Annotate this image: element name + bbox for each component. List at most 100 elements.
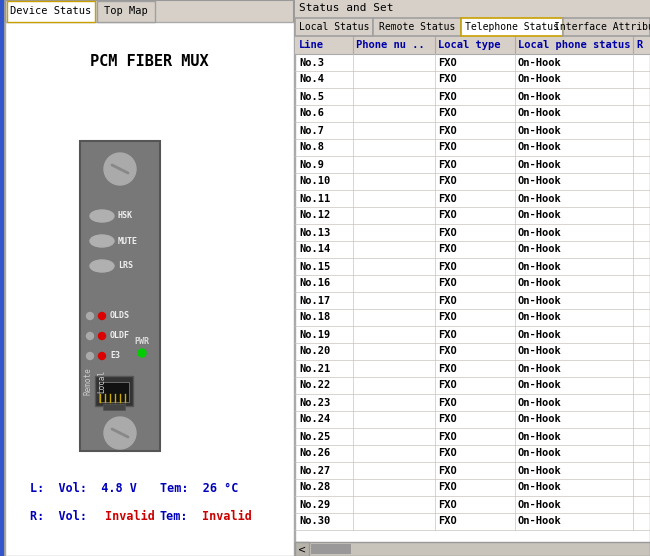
Text: Line: Line bbox=[299, 40, 324, 50]
Text: On-Hook: On-Hook bbox=[518, 75, 562, 85]
Text: FXO: FXO bbox=[438, 465, 457, 475]
Text: On-Hook: On-Hook bbox=[518, 126, 562, 136]
Text: FXO: FXO bbox=[438, 346, 457, 356]
Text: No.27: No.27 bbox=[299, 465, 330, 475]
Text: No.21: No.21 bbox=[299, 364, 330, 374]
Bar bbox=[97, 1, 155, 22]
Text: On-Hook: On-Hook bbox=[518, 211, 562, 221]
Text: No.11: No.11 bbox=[299, 193, 330, 203]
Text: FXO: FXO bbox=[438, 415, 457, 424]
Text: PCM FIBER MUX: PCM FIBER MUX bbox=[90, 54, 209, 70]
Bar bbox=[80, 141, 160, 451]
Text: LRS: LRS bbox=[118, 261, 133, 271]
Text: FXO: FXO bbox=[438, 431, 457, 441]
Text: No.8: No.8 bbox=[299, 142, 324, 152]
Text: No.20: No.20 bbox=[299, 346, 330, 356]
Text: On-Hook: On-Hook bbox=[518, 108, 562, 118]
Text: Tem:: Tem: bbox=[160, 509, 188, 523]
Text: FXO: FXO bbox=[438, 380, 457, 390]
Bar bbox=[295, 18, 373, 36]
Text: On-Hook: On-Hook bbox=[518, 193, 562, 203]
Bar bbox=[461, 18, 563, 36]
Bar bbox=[7, 1, 95, 22]
Text: FXO: FXO bbox=[438, 364, 457, 374]
Text: On-Hook: On-Hook bbox=[518, 330, 562, 340]
Text: FXO: FXO bbox=[438, 245, 457, 255]
Circle shape bbox=[86, 312, 94, 320]
Text: On-Hook: On-Hook bbox=[518, 160, 562, 170]
Text: Interface Attribut: Interface Attribut bbox=[554, 22, 650, 32]
Text: On-Hook: On-Hook bbox=[518, 449, 562, 459]
Bar bbox=[295, 0, 650, 556]
Text: On-Hook: On-Hook bbox=[518, 312, 562, 322]
Circle shape bbox=[138, 349, 146, 357]
Bar bbox=[0, 0, 5, 556]
Text: FXO: FXO bbox=[438, 483, 457, 493]
Text: Phone nu ..: Phone nu .. bbox=[356, 40, 424, 50]
Text: Local: Local bbox=[98, 369, 107, 393]
Bar bbox=[311, 544, 351, 554]
Text: No.7: No.7 bbox=[299, 126, 324, 136]
Text: On-Hook: On-Hook bbox=[518, 346, 562, 356]
Text: R: R bbox=[636, 40, 642, 50]
Text: No.15: No.15 bbox=[299, 261, 330, 271]
Text: No.3: No.3 bbox=[299, 57, 324, 67]
Text: R:  Vol:: R: Vol: bbox=[30, 509, 87, 523]
Text: Remote Status: Remote Status bbox=[379, 22, 455, 32]
Bar bbox=[99, 382, 129, 402]
Text: Device Status: Device Status bbox=[10, 6, 92, 16]
Text: No.29: No.29 bbox=[299, 499, 330, 509]
Circle shape bbox=[99, 353, 105, 360]
Text: No.10: No.10 bbox=[299, 176, 330, 186]
Text: On-Hook: On-Hook bbox=[518, 499, 562, 509]
Text: Status and Set: Status and Set bbox=[299, 3, 393, 13]
Text: On-Hook: On-Hook bbox=[518, 431, 562, 441]
Bar bbox=[295, 542, 309, 556]
Text: On-Hook: On-Hook bbox=[518, 517, 562, 527]
Text: On-Hook: On-Hook bbox=[518, 92, 562, 102]
Text: FXO: FXO bbox=[438, 261, 457, 271]
Text: FXO: FXO bbox=[438, 398, 457, 408]
Ellipse shape bbox=[90, 235, 114, 247]
Text: MUTE: MUTE bbox=[118, 236, 138, 246]
Text: On-Hook: On-Hook bbox=[518, 279, 562, 289]
Text: On-Hook: On-Hook bbox=[518, 415, 562, 424]
Text: FXO: FXO bbox=[438, 108, 457, 118]
Text: FXO: FXO bbox=[438, 176, 457, 186]
Text: FXO: FXO bbox=[438, 517, 457, 527]
Bar bbox=[103, 404, 125, 410]
Text: <: < bbox=[298, 544, 306, 554]
Text: FXO: FXO bbox=[438, 57, 457, 67]
Text: On-Hook: On-Hook bbox=[518, 245, 562, 255]
Text: No.12: No.12 bbox=[299, 211, 330, 221]
Text: Tem:  26 °C: Tem: 26 °C bbox=[160, 481, 239, 494]
Text: No.30: No.30 bbox=[299, 517, 330, 527]
Bar bbox=[5, 0, 294, 556]
Ellipse shape bbox=[90, 260, 114, 272]
Circle shape bbox=[99, 332, 105, 340]
Text: FXO: FXO bbox=[438, 193, 457, 203]
Text: Invalid: Invalid bbox=[202, 509, 252, 523]
Bar bbox=[295, 36, 650, 54]
Bar bbox=[563, 18, 650, 36]
Circle shape bbox=[86, 353, 94, 360]
Circle shape bbox=[99, 312, 105, 320]
Text: No.19: No.19 bbox=[299, 330, 330, 340]
Circle shape bbox=[104, 153, 136, 185]
Text: On-Hook: On-Hook bbox=[518, 465, 562, 475]
Text: FXO: FXO bbox=[438, 449, 457, 459]
Text: FXO: FXO bbox=[438, 92, 457, 102]
Ellipse shape bbox=[90, 210, 114, 222]
Text: Top Map: Top Map bbox=[104, 6, 148, 16]
Text: FXO: FXO bbox=[438, 75, 457, 85]
Text: FXO: FXO bbox=[438, 160, 457, 170]
Text: Local Status: Local Status bbox=[299, 22, 369, 32]
Text: On-Hook: On-Hook bbox=[518, 398, 562, 408]
Text: FXO: FXO bbox=[438, 330, 457, 340]
Text: FXO: FXO bbox=[438, 499, 457, 509]
Text: FXO: FXO bbox=[438, 312, 457, 322]
Circle shape bbox=[86, 332, 94, 340]
Text: FXO: FXO bbox=[438, 279, 457, 289]
Text: FXO: FXO bbox=[438, 126, 457, 136]
Text: On-Hook: On-Hook bbox=[518, 176, 562, 186]
